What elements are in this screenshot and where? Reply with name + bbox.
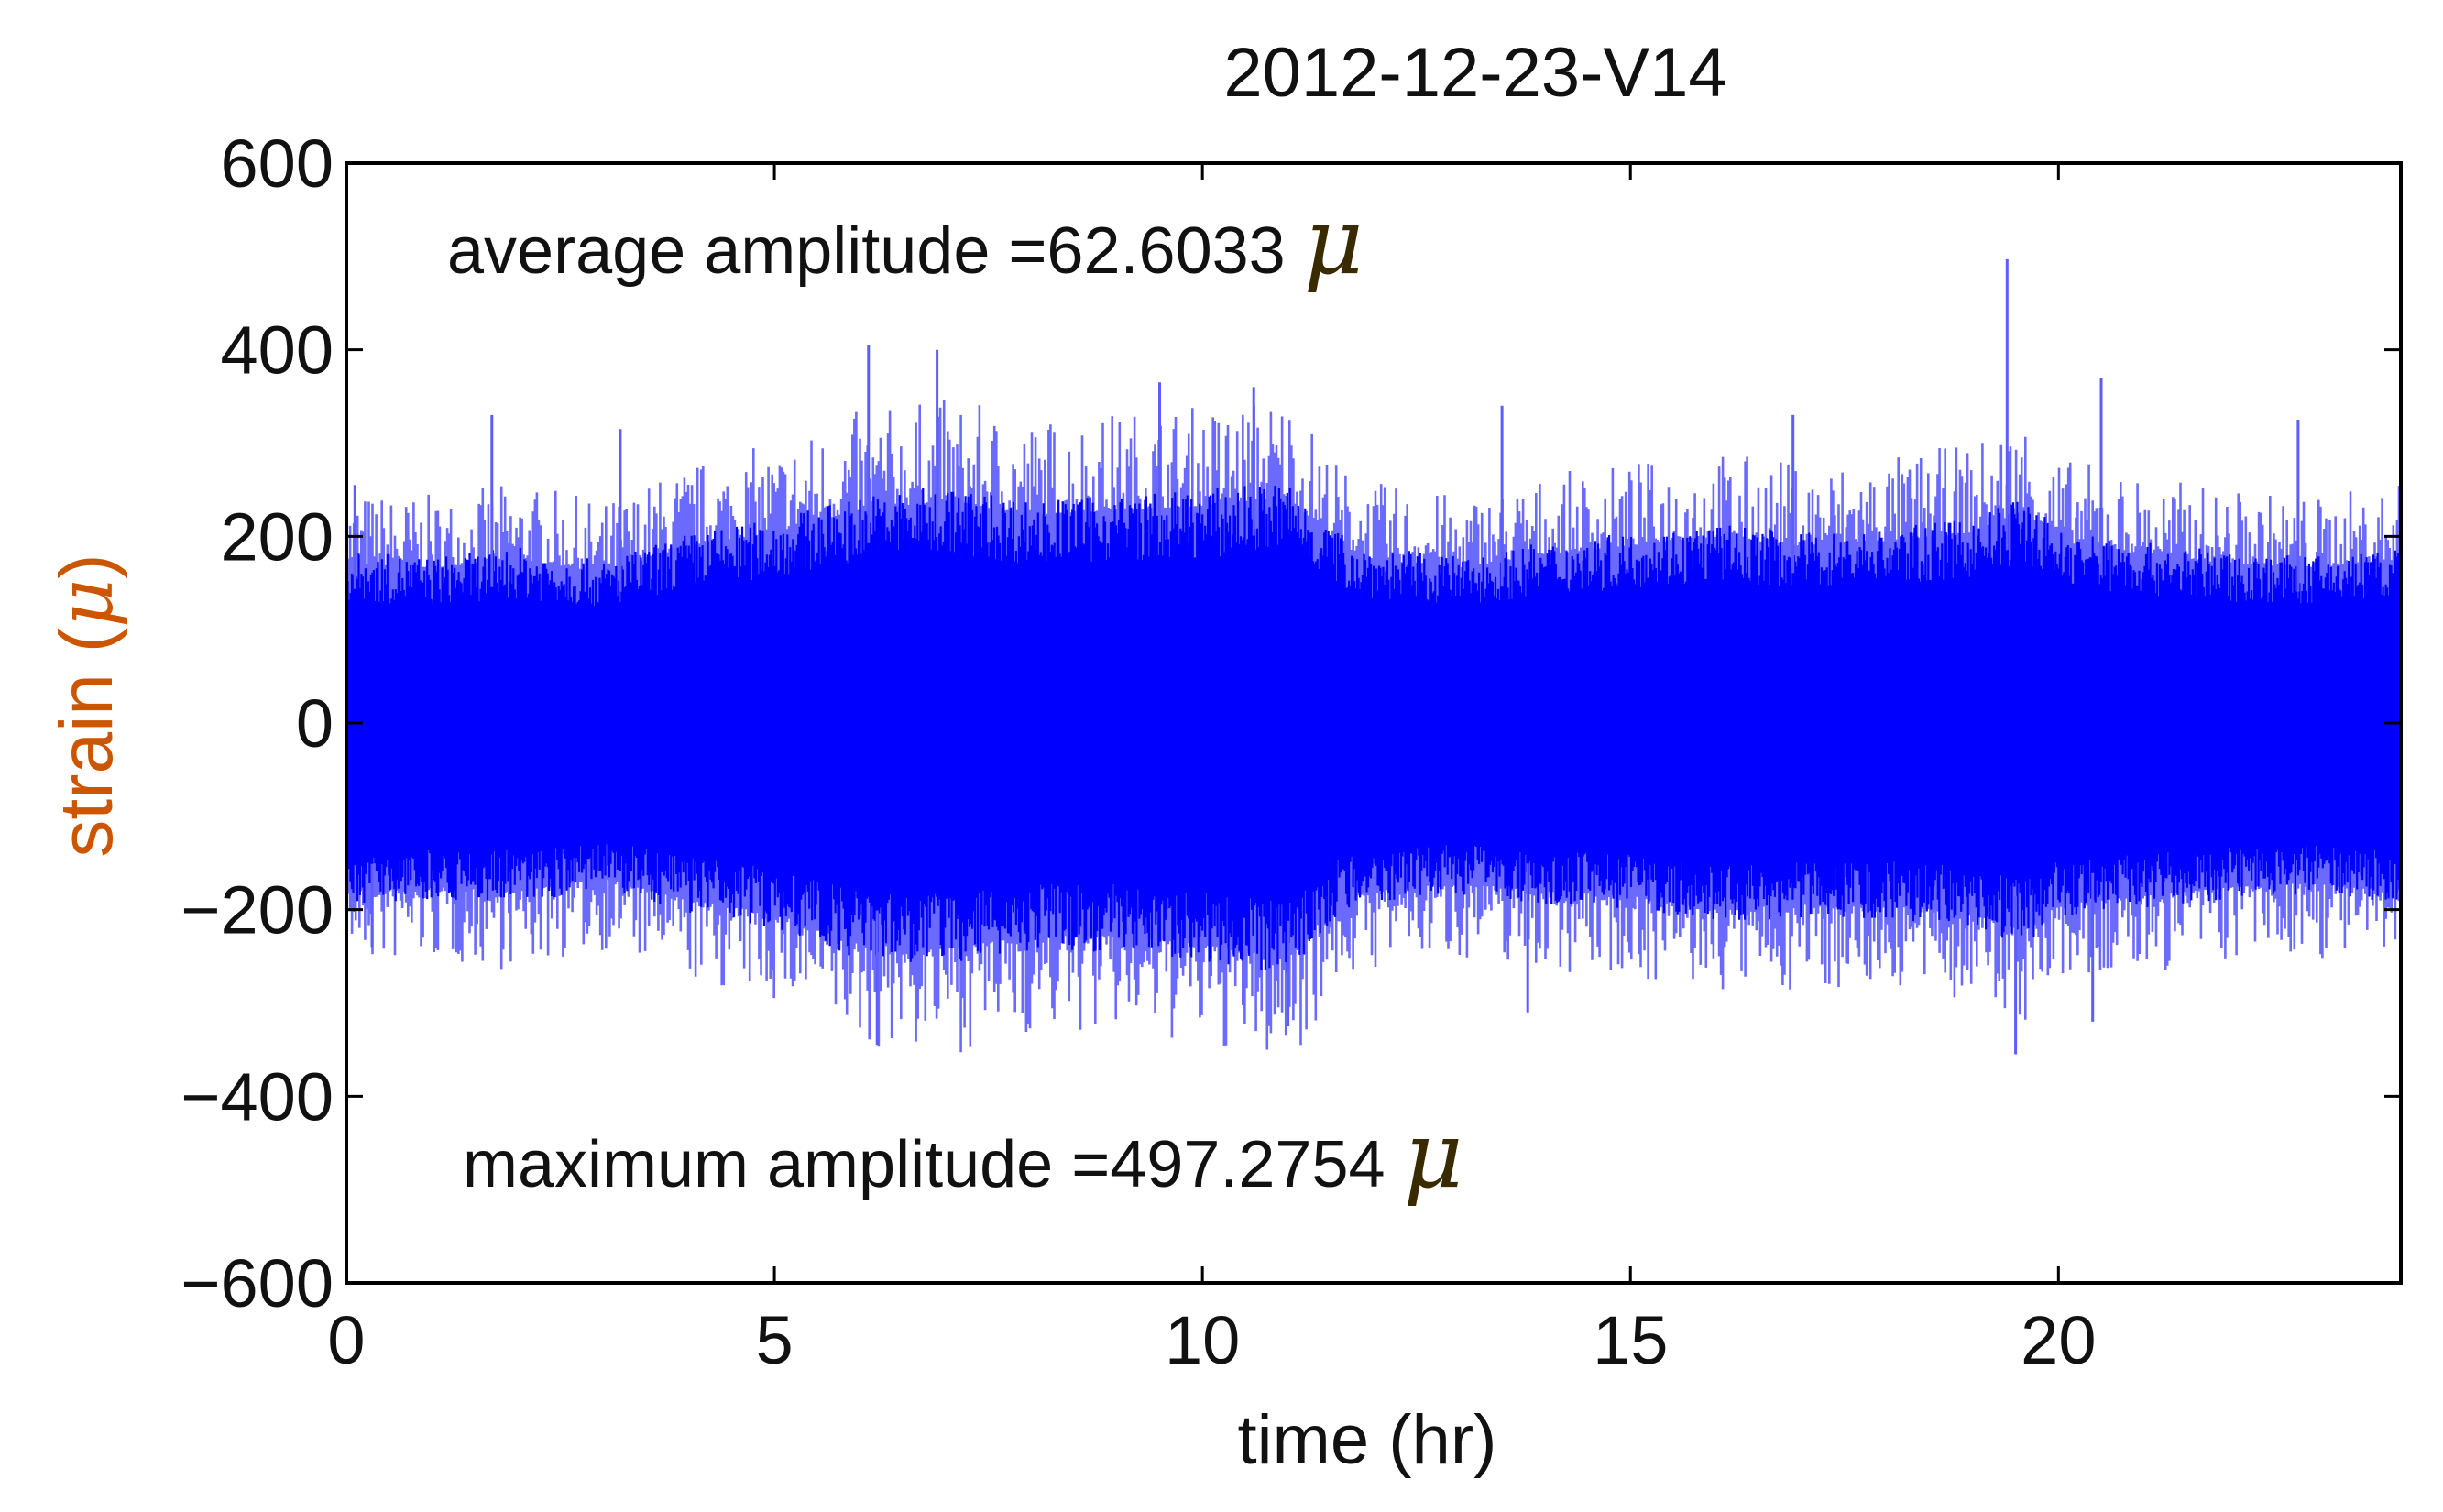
strain-trace	[345, 258, 2403, 1055]
maximum-amplitude-annotation: maximum amplitude =497.2754 μ	[463, 1101, 1463, 1209]
y-axis-label: strain (μ)	[43, 553, 130, 857]
y-axis-label-mu: μ	[43, 579, 130, 628]
x-axis-label: time (hr)	[1238, 1401, 1497, 1479]
average-amplitude-text: average amplitude =62.6033	[447, 214, 1304, 288]
y-tick-label: 600	[221, 126, 334, 202]
x-tick-label: 10	[1165, 1302, 1240, 1378]
y-tick-label: −400	[181, 1058, 334, 1134]
average-amplitude-annotation: average amplitude =62.6033 μ	[447, 188, 1364, 295]
y-tick-label: 200	[221, 499, 334, 575]
y-axis: 600 400 200 0 −200 −400 −600	[181, 126, 2401, 1321]
x-tick-label: 5	[756, 1302, 794, 1378]
plot-area	[345, 258, 2403, 1055]
x-tick-label: 20	[2021, 1302, 2096, 1378]
y-tick-label: 0	[296, 685, 334, 761]
chart-title: 2012-12-23-V14	[1223, 34, 1726, 112]
x-axis: 0 5 10 15 20	[327, 163, 2096, 1378]
y-tick-label: −200	[181, 872, 334, 948]
maximum-amplitude-text: maximum amplitude =497.2754	[463, 1128, 1404, 1201]
y-tick-label: −600	[181, 1245, 334, 1321]
maximum-mu-symbol: μ	[1404, 1101, 1463, 1209]
y-axis-label-prefix: strain (	[45, 628, 128, 858]
average-mu-symbol: μ	[1304, 188, 1364, 295]
x-tick-label: 15	[1593, 1302, 1668, 1378]
y-axis-label-suffix: )	[45, 553, 128, 578]
y-tick-label: 400	[221, 312, 334, 389]
x-tick-label: 0	[327, 1302, 365, 1378]
